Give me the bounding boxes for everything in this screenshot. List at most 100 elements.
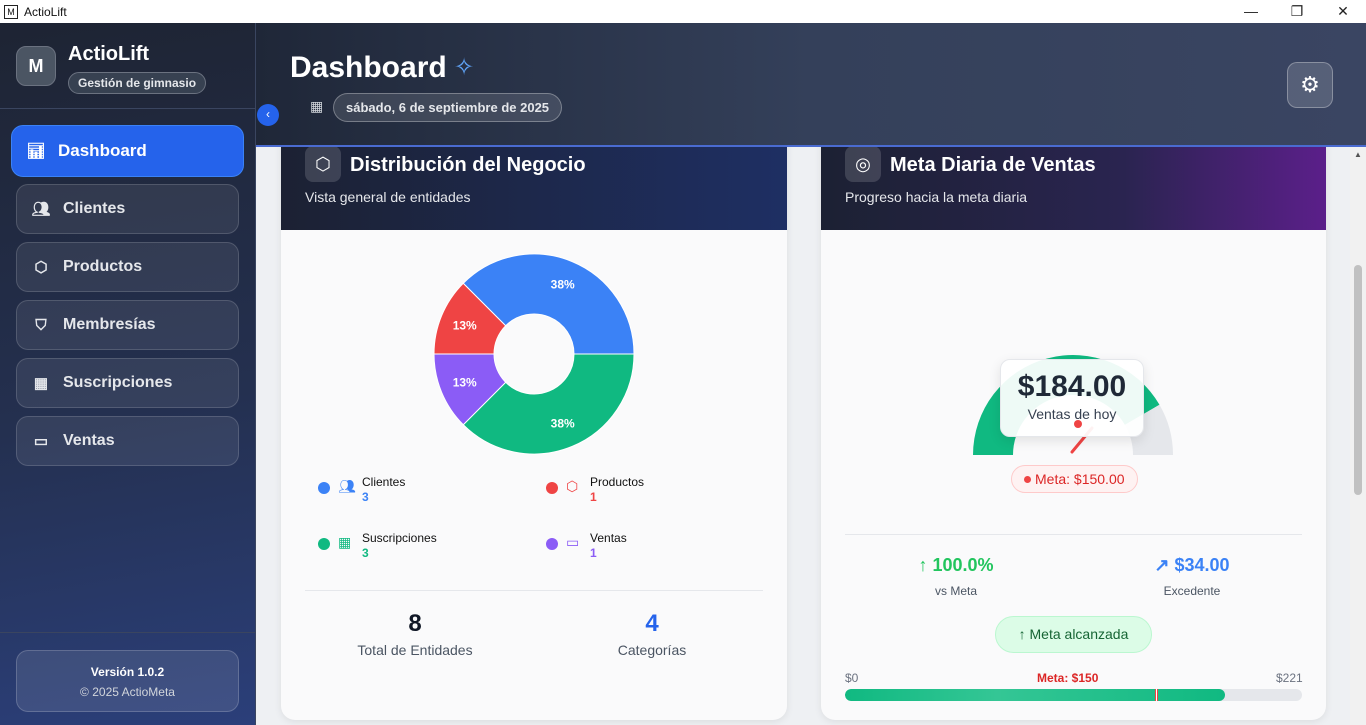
excess-stat: ↗ $34.00 Excedente [1092,555,1292,598]
slice-label: 38% [551,278,575,292]
divider [305,590,763,591]
slice-suscripciones[interactable] [462,353,635,455]
goal-progress-bar [845,689,1302,701]
brand-name: ActioLift [68,43,150,65]
sidebar-item-label: Membresías [63,316,156,333]
slice-label: 38% [551,416,575,430]
legend-label: Ventas [590,531,627,545]
stat-label: Total de Entidades [357,642,473,658]
sidebar-item-label: Clientes [63,200,126,217]
minimize-button[interactable]: — [1244,3,1258,19]
scroll-up-icon[interactable]: ▲ [1354,150,1362,159]
stat-value: 100.0% [932,555,994,575]
arrow-up-icon: ↑ [1018,626,1030,642]
tags-icon: ⛉ [35,316,47,334]
version-label: Versión 1.0.2 [90,665,165,679]
progress-fill [845,689,1226,701]
calendar-icon: ▦ [310,98,324,114]
sidebar: M ActioLift Gestión de gimnasio 📊︎ Dashbo… [0,23,256,725]
brand-logo: M [16,46,56,86]
categories-stat: 4 Categorías [552,610,752,658]
restore-button[interactable]: ❐ [1290,3,1304,19]
divider [845,534,1302,535]
stat-label: Categorías [617,642,687,658]
legend-dot [546,482,558,494]
sidebar-item-clientes[interactable]: 👥︎ Clientes [16,184,239,234]
settings-button[interactable]: ⚙ [1287,62,1333,108]
box-icon: ⬡ [34,259,48,276]
divider [0,632,256,633]
meta-badge-text: Meta: $150.00 [1035,471,1125,487]
status-text: Meta alcanzada [1029,626,1129,642]
donut-chart: 38% 13% 13% 38% [433,253,635,455]
card-title: Meta Diaria de Ventas [890,154,1096,176]
sales-label: Ventas de hoy [1027,406,1117,422]
close-button[interactable]: ✕ [1337,3,1349,19]
stat-label: vs Meta [934,584,977,598]
sparkles-icon: ✧ [454,54,475,81]
sidebar-item-suscripciones[interactable]: ▦ Suscripciones [16,358,239,408]
legend-dot [546,538,558,550]
legend-value: 3 [362,546,369,560]
goal-reached-badge: ↑ Meta alcanzada [995,616,1152,653]
sidebar-item-membresias[interactable]: ⛉ Membresías [16,300,239,350]
scrollbar-thumb[interactable] [1354,265,1362,495]
vs-meta-stat: ↑ 100.0% vs Meta [856,555,1056,598]
slice-label: 13% [453,318,477,332]
legend-label: Clientes [362,475,406,489]
page-title: Dashboard [290,51,447,84]
page-header: Dashboard ✧ ▦ sábado, 6 de septiembre de… [256,23,1366,147]
card-title: Distribución del Negocio [350,154,586,176]
gear-icon: ⚙ [1300,72,1320,97]
brand-tagline: Gestión de gimnasio [68,72,207,94]
arrow-up-icon: ↑ [918,555,933,575]
bar-min-label: $0 [845,671,859,685]
app-logo-icon: M [4,4,18,19]
bar-chart-icon: 📊︎ [26,143,46,160]
box-icon: ⬡ [305,146,341,182]
bar-max-label: $221 [1276,671,1303,685]
slice-label: 13% [453,376,477,390]
sales-goal-card: ◎ Meta Diaria de Ventas Progreso hacia l… [821,120,1326,720]
calendar-icon: ▦ [338,534,352,550]
brand: M ActioLift Gestión de gimnasio [0,23,255,109]
meta-dot [1024,476,1031,483]
stat-label: Excedente [1163,584,1221,598]
gauge-track [1124,404,1173,455]
credit-card-icon: ▭ [33,433,49,450]
legend-dot [318,538,330,550]
stat-value: 4 [645,610,659,637]
target-icon: ◎ [845,146,881,182]
sidebar-item-label: Dashboard [58,141,147,160]
users-icon: 👥︎ [31,201,51,218]
scrollbar[interactable]: ▲ [1350,147,1366,725]
calendar-icon: ▦ [33,375,49,392]
date-badge: sábado, 6 de septiembre de 2025 [333,93,563,122]
sidebar-item-label: Suscripciones [63,374,173,391]
legend-label: Productos [590,475,645,489]
collapse-sidebar-button[interactable]: ‹ [257,104,279,126]
sidebar-item-productos[interactable]: ⬡ Productos [16,242,239,292]
legend-label: Suscripciones [362,531,437,545]
needle-dot [1074,420,1082,428]
credit-card-icon: ▭ [566,534,580,550]
distribution-card: ⬡ Distribución del Negocio Vista general… [281,120,787,720]
legend-value: 1 [590,490,597,504]
sales-value: $184.00 [1017,370,1127,403]
sidebar-item-ventas[interactable]: ▭ Ventas [16,416,239,466]
sidebar-item-dashboard[interactable]: 📊︎ Dashboard [11,125,244,177]
meta-badge: Meta: $150.00 [1011,465,1138,493]
window-titlebar: M ActioLift — ❐ ✕ [0,0,1366,23]
bar-meta-label: Meta: $150 [1037,671,1099,685]
box-icon: ⬡ [566,478,579,494]
window-title: ActioLift [24,4,67,19]
sales-today-box: $184.00 Ventas de hoy [1000,359,1144,437]
slice-clientes[interactable] [462,253,635,355]
card-subtitle: Progreso hacia la meta diaria [845,189,1028,205]
legend-value: 1 [590,546,597,560]
sidebar-item-label: Productos [63,258,143,275]
trending-up-icon: ↗ [1154,555,1175,575]
meta-marker [1155,689,1159,701]
users-icon: 👥︎ [338,478,356,494]
version-box: Versión 1.0.2 © 2025 ActioMeta [16,650,239,712]
